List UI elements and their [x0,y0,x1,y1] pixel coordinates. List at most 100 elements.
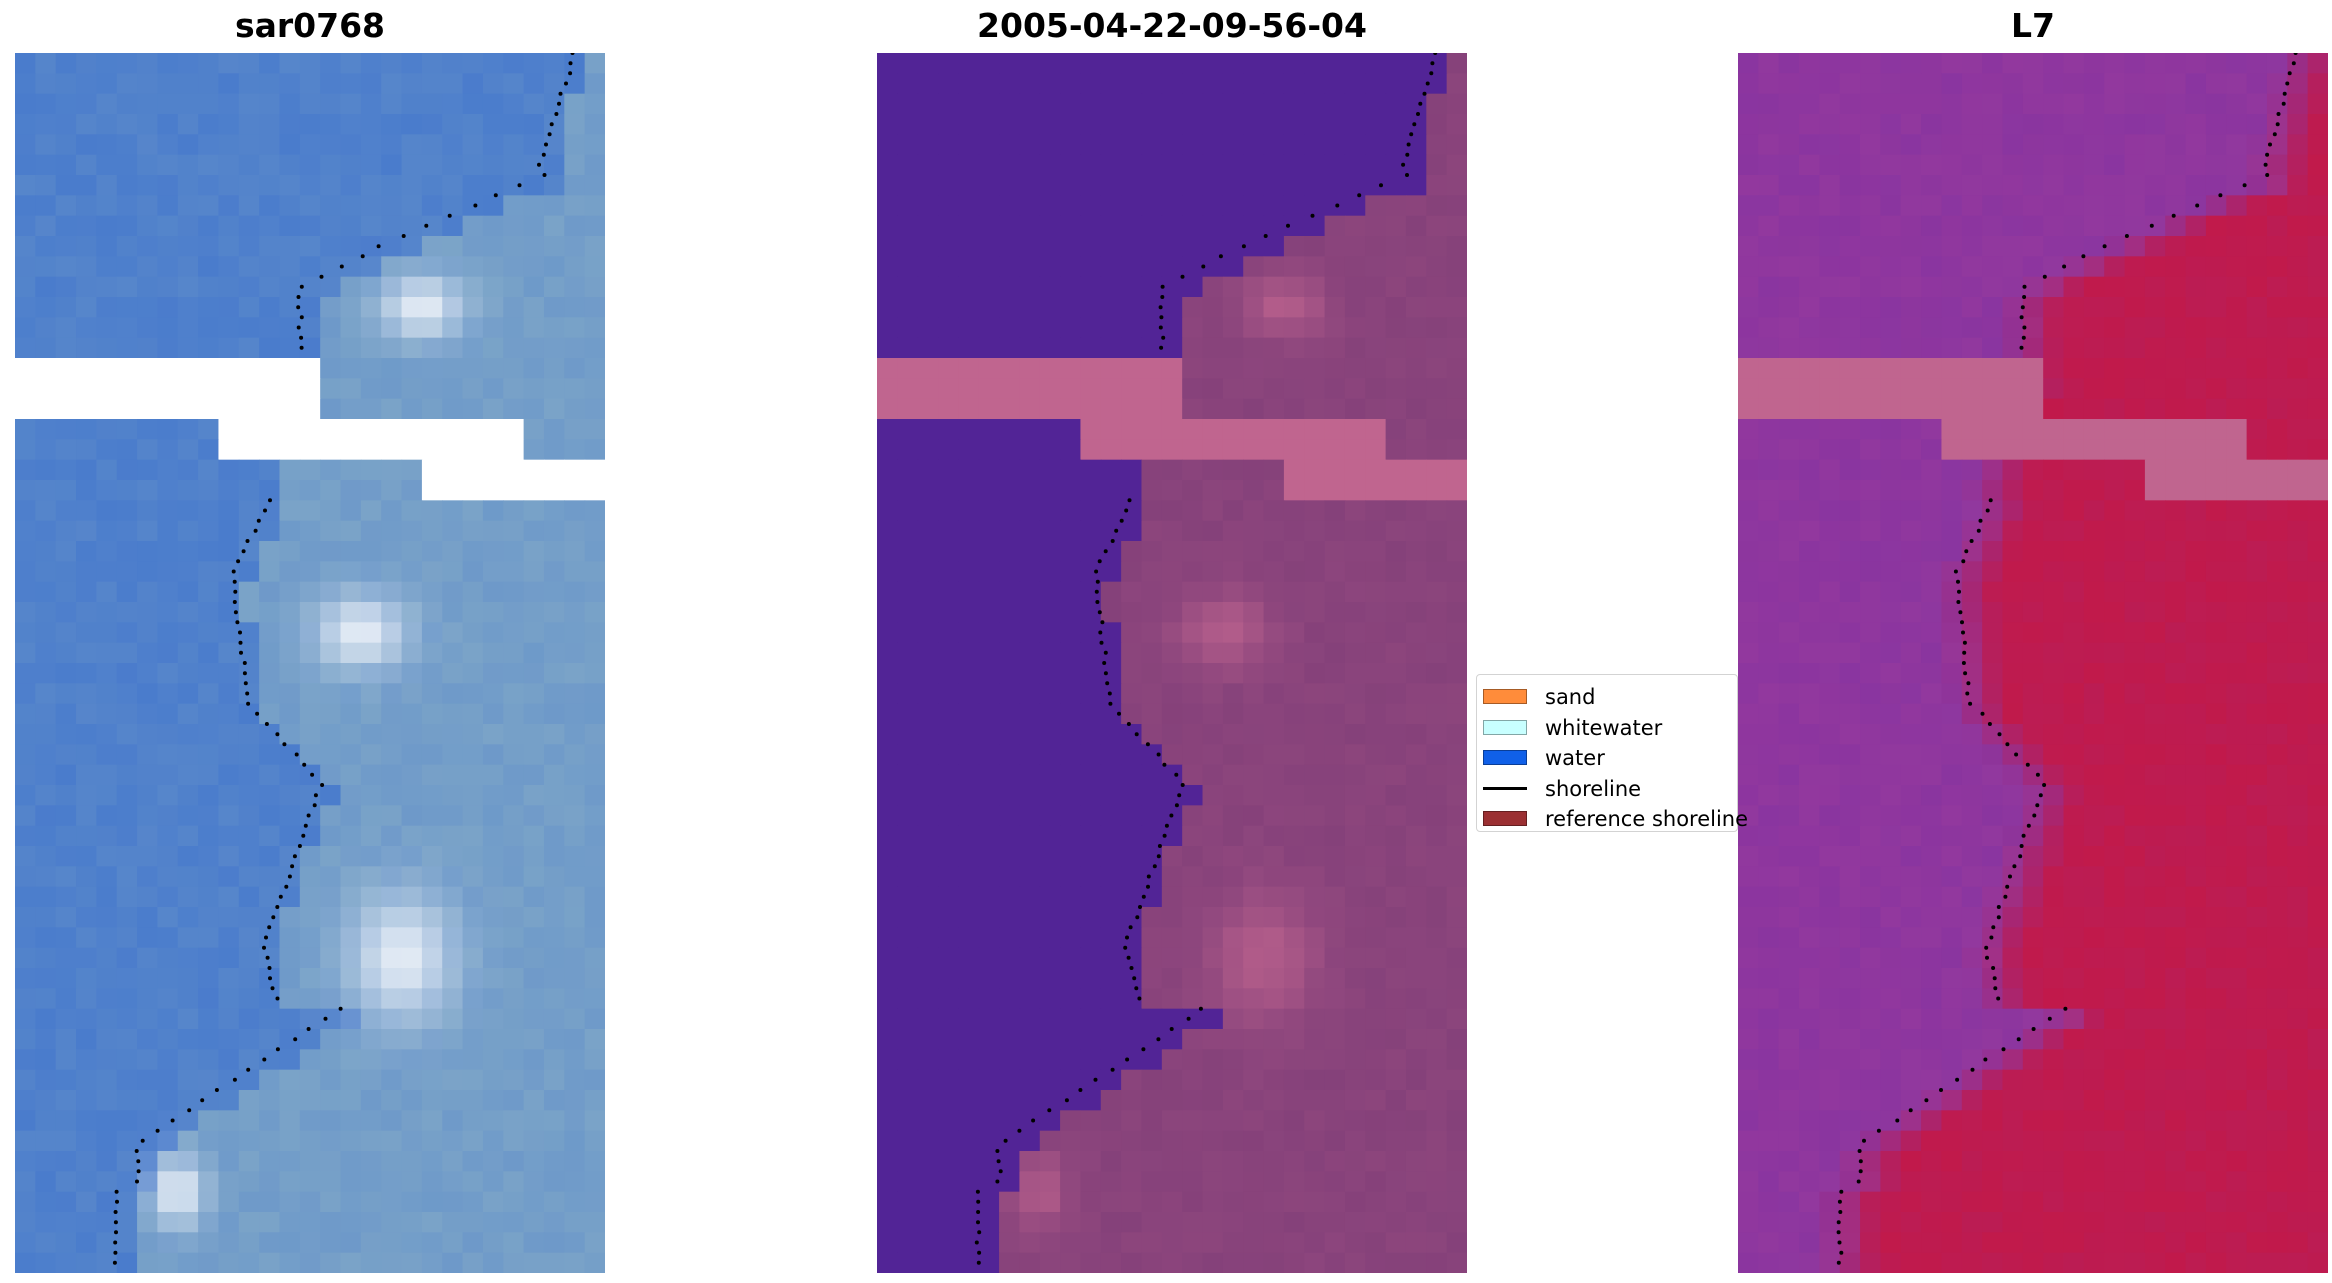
raster-cell [584,93,605,115]
raster-cell [2063,480,2085,501]
raster-cell [2124,114,2146,135]
raster-cell [2287,480,2309,501]
raster-cell [462,520,484,542]
raster-cell [1758,53,1780,74]
raster-cell [238,1069,260,1091]
raster-cell [1121,1008,1143,1030]
raster-cell [2185,602,2207,623]
raster-cell [1385,358,1407,379]
raster-cell [1243,724,1265,745]
shoreline-dot [1095,600,1100,604]
raster-cell [2205,175,2227,196]
raster-cell [1839,337,1861,359]
raster-cell [116,1090,138,1111]
raster-cell [543,642,565,664]
raster-cell [1405,337,1427,359]
raster-cell [1039,500,1061,522]
raster-cell [1880,947,1902,969]
raster-cell [421,642,443,664]
raster-cell [1100,1110,1122,1132]
raster-cell [1060,358,1082,379]
raster-cell [482,947,504,969]
raster-cell [1778,907,1800,928]
raster-cell [1182,703,1204,725]
raster-cell [1426,866,1448,888]
raster-cell [381,561,403,583]
raster-cell [137,703,159,725]
raster-cell [1222,73,1244,95]
raster-cell [55,480,77,501]
raster-cell [1446,195,1467,217]
raster-cell [2043,805,2065,827]
raster-cell [1738,337,1759,359]
raster-cell [1365,378,1387,400]
raster-cell [1365,663,1387,684]
raster-cell [1161,114,1183,135]
raster-cell [1060,1008,1082,1030]
raster-cell [2246,703,2268,725]
raster-cell [218,398,240,420]
raster-cell [523,825,545,847]
raster-cell [1941,276,1963,298]
raster-cell [320,703,342,725]
raster-cell [259,1069,281,1091]
raster-cell [482,1029,504,1050]
raster-cell [55,337,77,359]
raster-cell [482,764,504,786]
raster-cell [1738,317,1759,339]
raster-cell [1121,520,1143,542]
raster-cell [1426,276,1448,298]
raster-cell [2185,53,2207,74]
shoreline-dot [170,1118,175,1123]
raster-cell [1222,480,1244,501]
raster-cell [1961,175,1983,196]
raster-cell [218,642,240,664]
raster-cell [1141,378,1163,400]
shoreline-dot [995,1149,1000,1153]
raster-cell [482,134,504,156]
raster-cell [320,175,342,196]
raster-cell [1860,195,1882,217]
raster-cell [238,968,260,989]
raster-cell [958,500,980,522]
raster-cell [1202,988,1224,1010]
raster-cell [1900,927,1922,949]
raster-cell [877,317,898,339]
raster-cell [1121,561,1143,583]
raster-cell [999,1110,1021,1132]
raster-cell [1921,480,1943,501]
raster-cell [1080,378,1102,400]
raster-cell [877,439,898,461]
raster-cell [938,724,959,745]
raster-cell [917,134,939,156]
raster-cell [1141,541,1163,562]
raster-cell [2043,785,2065,806]
raster-cell [1304,480,1326,501]
raster-cell [1182,73,1204,95]
raster-cell [1344,907,1366,928]
raster-cell [2185,907,2207,928]
raster-cell [1202,297,1224,318]
raster-cell [999,1008,1021,1030]
raster-cell [1921,439,1943,461]
raster-cell [1100,53,1122,74]
raster-cell [2124,541,2146,562]
raster-cell [2287,846,2309,867]
raster-cell [360,886,382,908]
shoreline-dot [236,559,241,564]
raster-cell [2083,541,2105,562]
raster-cell [1100,154,1122,176]
raster-cell [503,1090,525,1111]
raster-cell [177,378,199,400]
raster-cell [1283,480,1305,501]
raster-cell [401,1232,423,1254]
raster-cell [238,93,260,115]
raster-cell [2043,663,2065,684]
raster-cell [35,215,57,237]
raster-cell [1039,73,1061,95]
raster-cell [1202,1029,1224,1050]
shoreline-dot [267,966,272,970]
raster-cell [1304,927,1326,949]
raster-cell [1080,642,1102,664]
raster-cell [2287,886,2309,908]
